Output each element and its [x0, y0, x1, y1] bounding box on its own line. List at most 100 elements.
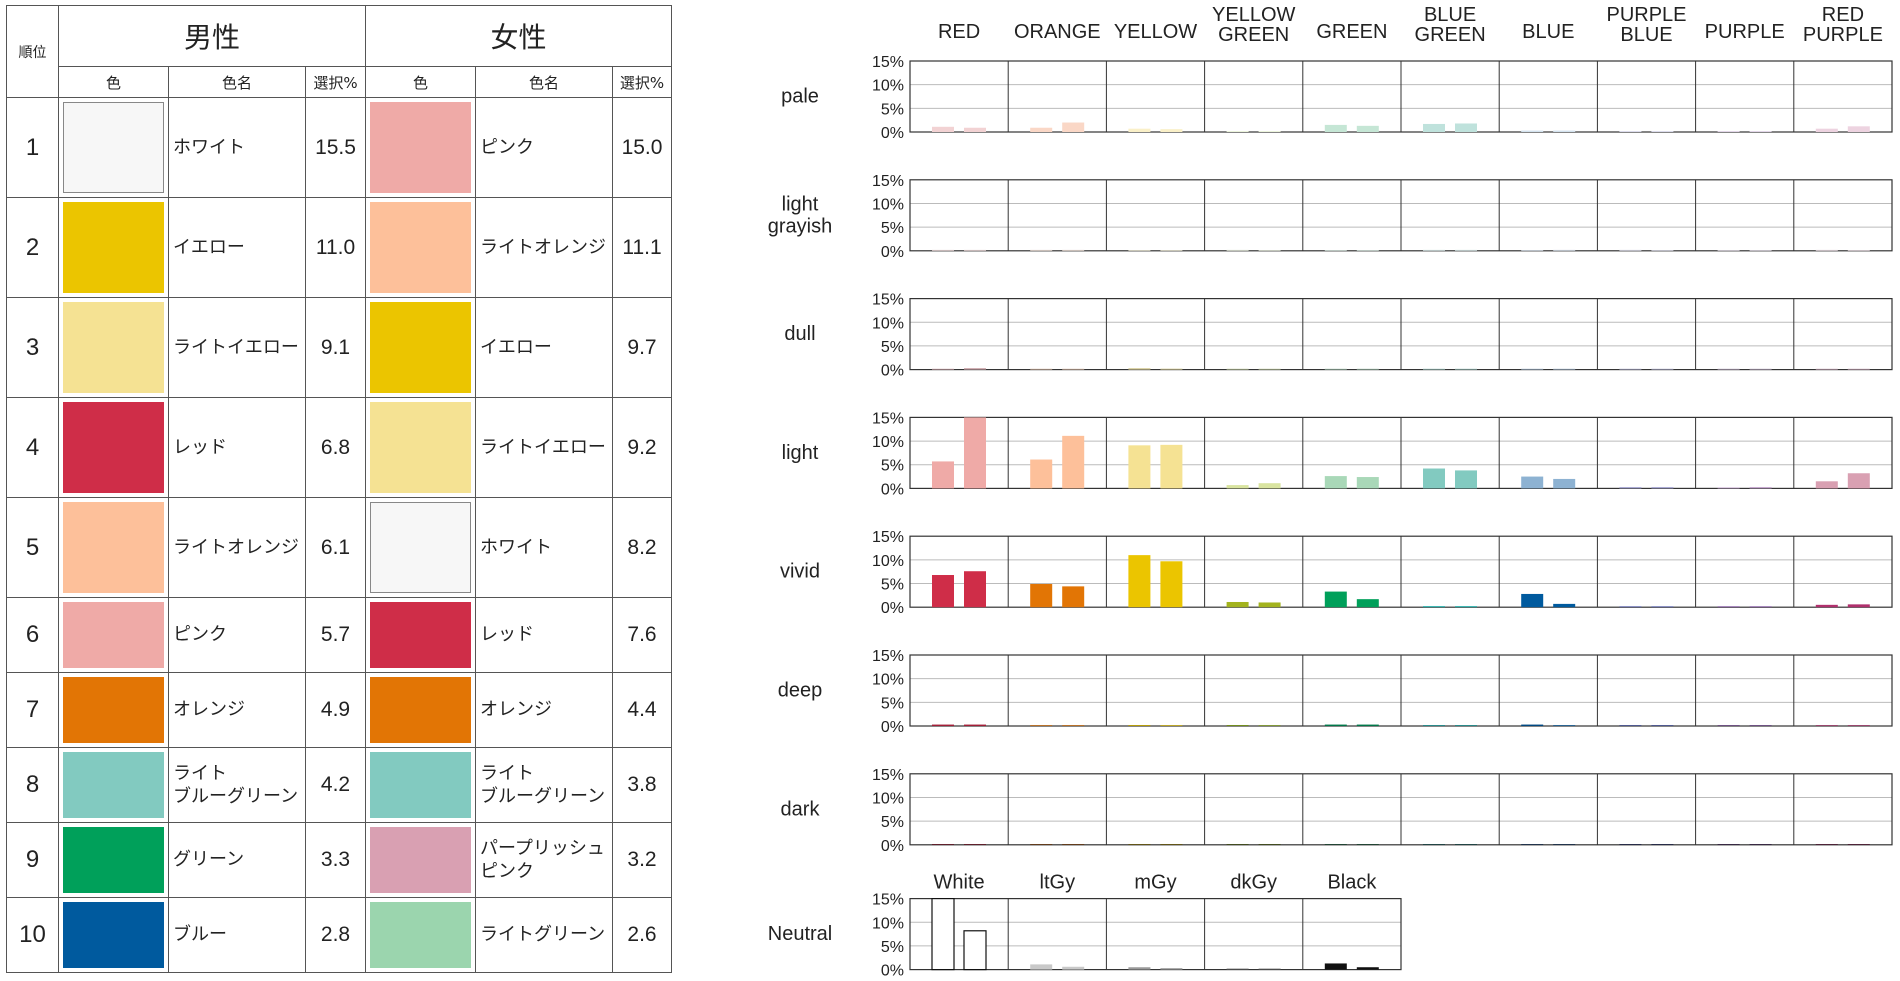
male-percent: 4.2: [304, 747, 367, 823]
tone-male-bar: [1619, 844, 1642, 845]
y-tick-label: 0%: [881, 244, 904, 261]
male-percent: 15.5: [304, 97, 367, 198]
y-tick-label: 10%: [872, 315, 904, 332]
female-percent: 15.0: [612, 97, 673, 198]
tone-male-bar: [1521, 130, 1544, 132]
tone-female-bar: [1160, 250, 1183, 251]
tone-male-bar: [1619, 725, 1642, 726]
tone-female-bar: [1455, 249, 1477, 251]
table-row: 3 ライトイエロー 9.1 イエロー 9.7: [6, 297, 673, 398]
tone-female-bar: [1258, 483, 1281, 489]
y-tick-label: 10%: [872, 915, 904, 932]
table-row: 6 ピンク 5.7 レッド 7.6: [6, 597, 673, 673]
tone-female-bar: [1847, 604, 1870, 608]
table-row: 8 ライト ブルーグリーン 4.2 ライト ブルーグリーン 3.8: [6, 747, 673, 823]
tone-male-bar: [1423, 368, 1445, 370]
female-swatch-cell: [365, 97, 477, 198]
neutral-category-label: Black: [1327, 872, 1377, 894]
male-percent: 3.3: [304, 822, 367, 898]
tone-female-bar: [1749, 131, 1772, 132]
table-row: 2 イエロー 11.0 ライトオレンジ 11.1: [6, 197, 673, 298]
tone-female-bar: [1062, 368, 1085, 370]
female-color-col-header: 色: [365, 66, 477, 98]
tone-male-bar: [1128, 844, 1151, 845]
female-swatch-cell: [365, 747, 477, 823]
tone-male-bar: [1030, 584, 1053, 608]
tone-male-bar: [1324, 476, 1347, 489]
female-swatch-cell: [365, 197, 477, 298]
tone-male-bar: [1815, 481, 1838, 489]
tone-male-bar: [1030, 368, 1053, 370]
tone-female-bar: [1258, 368, 1281, 370]
tone-male-bar: [1128, 445, 1151, 489]
hue-header: PURPLE: [1705, 21, 1785, 43]
tone-female-bar: [1553, 725, 1576, 726]
tone-female-bar: [1160, 368, 1183, 370]
tone-female-bar: [1651, 250, 1674, 251]
male-percent: 5.7: [304, 597, 367, 673]
female-swatch-cell: [365, 897, 477, 973]
male-swatch-cell: [58, 597, 169, 673]
male-color-name: ライトイエロー: [168, 297, 306, 398]
tone-male-bar: [1619, 486, 1642, 489]
neutral-panel-frame: [909, 897, 1402, 971]
tone-male-bar: [1324, 724, 1347, 726]
female-color-swatch: [370, 902, 472, 968]
rank-cell: 10: [6, 897, 59, 973]
rank-cell: 4: [6, 397, 59, 498]
y-tick-label: 0%: [881, 363, 904, 380]
female-percent: 9.2: [612, 397, 673, 498]
female-color-name: イエロー: [475, 297, 614, 398]
tone-female-bar: [1749, 250, 1772, 251]
tone-female-bar: [1160, 444, 1183, 489]
male-color-name: ブルー: [168, 897, 306, 973]
tone-female-bar: [1847, 473, 1870, 489]
y-tick-label: 10%: [872, 672, 904, 689]
tone-male-bar: [1815, 128, 1838, 132]
male-color-name: ホワイト: [168, 97, 306, 198]
tone-male-bar: [932, 368, 954, 370]
tone-male-bar: [1128, 555, 1151, 608]
tone-male-bar: [1815, 725, 1838, 726]
tone-male-bar: [1324, 124, 1347, 132]
tone-male-bar: [1030, 459, 1053, 489]
tone-female-bar: [1160, 725, 1183, 726]
neutral-female-bar: [1062, 966, 1085, 970]
ranking-table: 順位 男性 女性 色 色名 選択% 色 色名 選択% 1 ホワイト 15.5 ピンク 1…: [6, 5, 673, 973]
tone-female-bar: [1847, 250, 1870, 251]
y-tick-label: 5%: [881, 101, 904, 118]
male-header: 男性: [57, 5, 367, 67]
male-percent: 6.8: [304, 397, 367, 498]
tone-female-bar: [1062, 435, 1085, 489]
y-tick-label: 15%: [872, 892, 904, 909]
tone-male-bar: [932, 249, 954, 251]
tone-label: vivid: [780, 561, 820, 583]
tone-male-bar: [1619, 368, 1642, 370]
tone-female-bar: [1258, 725, 1281, 726]
tone-male-bar: [1128, 368, 1151, 370]
table-row: 5 ライトオレンジ 6.1 ホワイト 8.2: [6, 497, 673, 598]
rank-cell: 9: [6, 822, 59, 898]
hue-header: PURPLE BLUE: [1606, 4, 1686, 46]
female-color-swatch: [370, 302, 472, 393]
male-swatch-cell: [58, 97, 169, 198]
tone-female-bar: [1455, 470, 1477, 489]
male-color-name: レッド: [168, 397, 306, 498]
tone-female-bar: [1749, 368, 1772, 370]
neutral-male-bar: [1226, 968, 1249, 970]
female-color-name: パープリッシュ ピンク: [475, 822, 614, 898]
tone-male-bar: [1030, 249, 1053, 251]
male-color-swatch: [63, 602, 164, 668]
tone-male-bar: [1030, 844, 1053, 845]
female-color-name: ライトイエロー: [475, 397, 614, 498]
tone-female-bar: [1258, 602, 1281, 608]
tone-female-bar: [1749, 844, 1772, 845]
female-swatch-cell: [365, 597, 477, 673]
female-swatch-cell: [365, 397, 477, 498]
tone-label: dark: [781, 798, 821, 820]
tone-female-bar: [1356, 844, 1379, 845]
tone-male-bar: [1423, 249, 1445, 251]
tone-female-bar: [1258, 844, 1281, 845]
tone-female-bar: [1651, 844, 1674, 845]
tone-male-bar: [1226, 485, 1249, 489]
